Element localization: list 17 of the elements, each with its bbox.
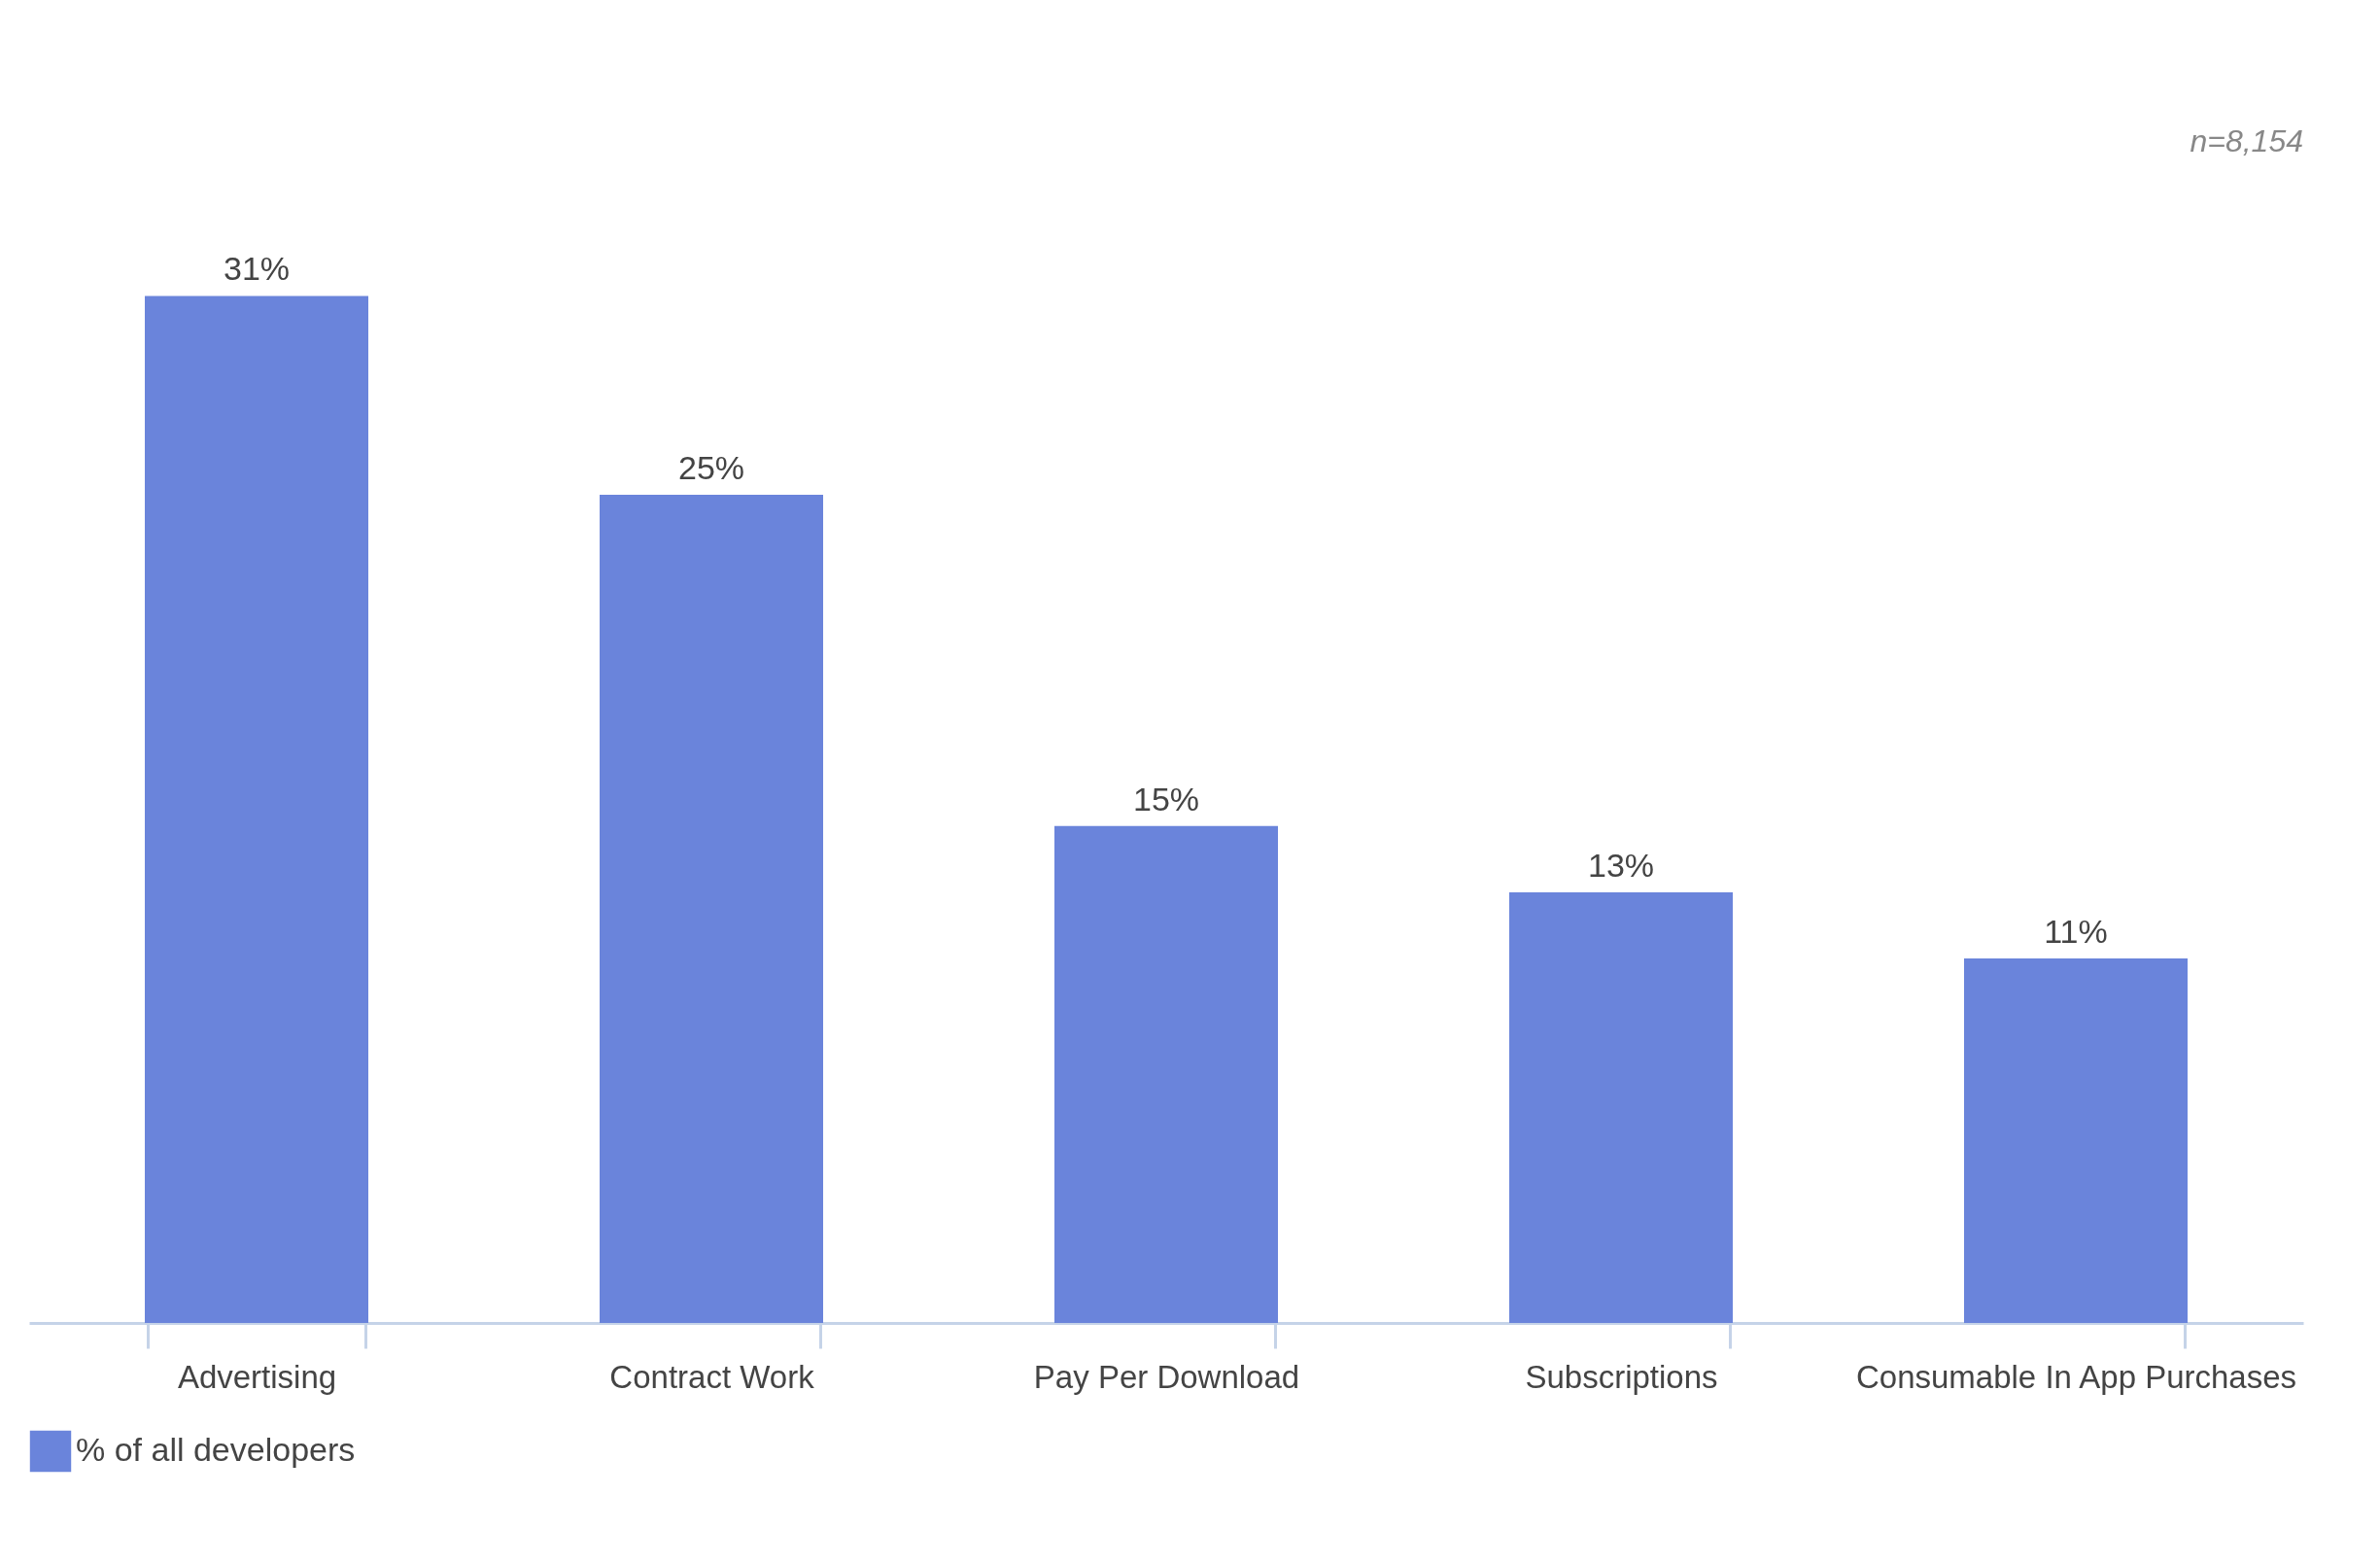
- x-tick-label: Pay Per Download: [1033, 1358, 1300, 1395]
- legend-label: % of all developers: [76, 1431, 356, 1468]
- data-label: 31%: [223, 250, 291, 288]
- bar: [1964, 958, 2188, 1323]
- data-label: 11%: [2044, 913, 2108, 951]
- bar: [600, 494, 823, 1323]
- data-label: 13%: [1587, 846, 1655, 884]
- bar: [145, 296, 368, 1323]
- x-tick-label: Contract Work: [609, 1358, 815, 1395]
- data-label: 15%: [1132, 780, 1200, 817]
- x-tick-label: Consumable In App Purchases: [1855, 1358, 2297, 1395]
- data-label: 25%: [677, 448, 745, 486]
- bar: [1509, 891, 1733, 1323]
- x-tick-label: Advertising: [177, 1358, 337, 1395]
- bar: [1054, 825, 1278, 1323]
- text: n=8,154: [2190, 123, 2303, 158]
- x-tick-label: Subscriptions: [1525, 1358, 1718, 1395]
